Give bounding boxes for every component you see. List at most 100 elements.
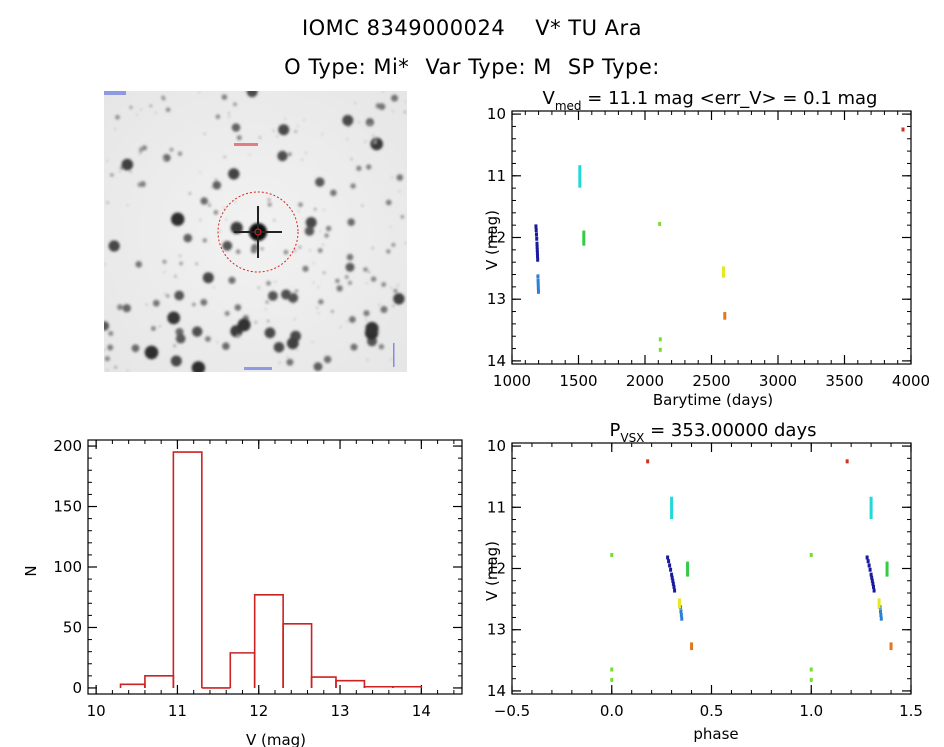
phased-point-epoch-5 (610, 667, 614, 672)
sky-star (286, 337, 299, 350)
sky-star (350, 343, 358, 351)
lightcurve-point-epoch-3 (578, 172, 582, 177)
sky-star (380, 306, 388, 313)
sky-star (305, 217, 317, 228)
sky-star (254, 321, 258, 324)
sky-star (309, 249, 311, 252)
image-scale-bar (393, 343, 395, 367)
lightcurve-x-tick-label: 4000 (892, 372, 930, 390)
sky-star (346, 138, 348, 140)
sky-star (317, 286, 320, 288)
sky-star (136, 114, 138, 116)
histogram-axes-frame (87, 439, 463, 695)
sky-star (382, 91, 384, 93)
sky-star (188, 192, 192, 195)
sky-star (390, 358, 393, 361)
phased-point-epoch-1 (672, 584, 676, 589)
phased-point-epoch-4 (885, 568, 889, 573)
phased-point-epoch-1 (871, 584, 875, 589)
sky-star (400, 215, 405, 219)
sky-star (323, 355, 332, 364)
phased-point-epoch-1 (872, 588, 876, 593)
sky-star (119, 170, 121, 173)
sky-star (108, 240, 120, 252)
sky-star (371, 246, 374, 250)
sky-star (149, 104, 153, 108)
lightcurve-x-tick-label: 2000 (626, 372, 664, 390)
phased-ylabel: V (mag) (483, 541, 501, 601)
phased-point-epoch-1 (669, 567, 673, 572)
lightcurve-x-tick-label: 3500 (825, 372, 863, 390)
sky-star (339, 326, 342, 328)
sky-star (389, 225, 392, 228)
histogram-x-tick-label: 10 (87, 702, 106, 720)
histogram-y-tick-label: 50 (63, 618, 82, 636)
sky-star (364, 140, 367, 143)
sky-star (312, 262, 315, 264)
sky-star (210, 187, 213, 189)
sky-star (294, 289, 299, 293)
sky-star (198, 91, 201, 93)
phased-point-epoch-7 (690, 642, 694, 647)
lightcurve-point-epoch-5 (658, 337, 662, 342)
phased-point-epoch-3 (869, 515, 873, 520)
lightcurve-point-epoch-1 (536, 257, 540, 262)
histogram-x-tick-label: 12 (249, 702, 268, 720)
lightcurve-xlabel: Barytime (days) (653, 391, 773, 409)
phased-x-tick-label: 1.5 (899, 702, 923, 720)
phased-point-epoch-1 (870, 578, 874, 583)
sky-star (335, 278, 340, 284)
sky-star (266, 281, 271, 286)
sky-star (381, 282, 387, 287)
sky-star (202, 272, 214, 284)
sky-star (126, 204, 129, 207)
lightcurve-point-epoch-1 (535, 241, 539, 246)
sky-star (366, 358, 369, 361)
sky-star (221, 94, 228, 100)
lightcurve-point-epoch-1 (535, 250, 539, 255)
phased-point-epoch-2 (679, 609, 683, 614)
phased-axes-frame (511, 442, 912, 695)
sky-star (225, 218, 228, 221)
sky-star (386, 249, 391, 254)
lightcurve-point-epoch-6 (721, 266, 725, 271)
sky-star (104, 263, 106, 266)
object-id: IOMC 8349000024 (301, 16, 506, 40)
phased-point-epoch-5 (809, 667, 813, 672)
sky-star (231, 123, 241, 132)
sky-star (288, 292, 299, 303)
sky-star (129, 105, 133, 109)
phased-point-epoch-1 (870, 575, 874, 580)
histogram-bar (282, 623, 313, 688)
histogram-y-tick-label: 0 (72, 679, 82, 697)
lightcurve-point-epoch-1 (534, 224, 538, 229)
phased-y-tick-label: 14 (487, 682, 506, 700)
lightcurve-panel: Vmed = 11.1 mag <err_V> = 0.1 mag Baryti… (483, 88, 930, 409)
sky-star (305, 152, 307, 155)
var-type: Var Type: M (425, 55, 552, 79)
sky-star (234, 201, 237, 203)
sky-star (378, 304, 380, 306)
sky-star (324, 233, 329, 238)
sky-star (264, 327, 276, 339)
phased-x-tick-label: 0.0 (600, 702, 624, 720)
sky-star (164, 293, 167, 295)
sky-star (298, 245, 302, 249)
sky-star (137, 182, 143, 187)
sky-star (273, 342, 285, 353)
phased-point-epoch-4 (885, 561, 889, 566)
phased-point-epoch-4 (686, 572, 690, 577)
sky-star (228, 168, 240, 180)
lightcurve-point-epoch-4 (582, 241, 586, 246)
sky-star (378, 331, 380, 333)
phased-x-tick-label: 1.0 (799, 702, 823, 720)
phased-point-epoch-2 (679, 613, 683, 618)
sky-star (177, 151, 183, 156)
lightcurve-point-epoch-1 (535, 247, 539, 252)
histogram-bar (253, 594, 284, 688)
lightcurve-point-epoch-3 (578, 176, 582, 181)
sky-star (350, 183, 356, 189)
phased-point-epoch-7 (889, 642, 893, 647)
sky-star (365, 321, 379, 336)
lightcurve-point-epoch-2 (536, 274, 540, 279)
